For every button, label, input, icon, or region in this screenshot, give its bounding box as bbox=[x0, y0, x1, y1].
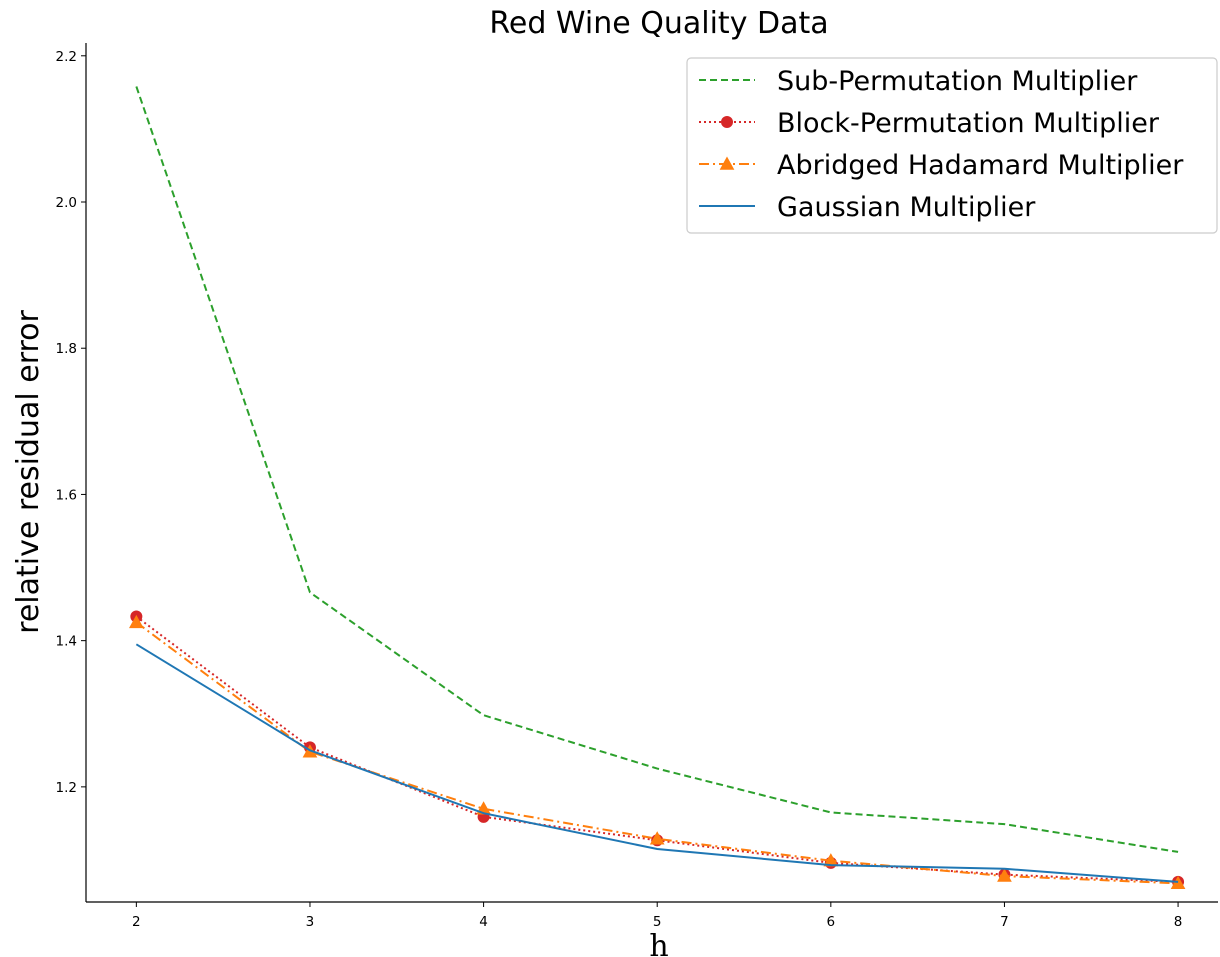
legend-marker bbox=[719, 156, 735, 170]
series-2 bbox=[128, 614, 1186, 890]
y-axis-label: relative residual error bbox=[11, 309, 46, 633]
data-point bbox=[1170, 875, 1186, 890]
legend-item: Block-Permutation Multiplier bbox=[699, 108, 1160, 139]
y-tick-label: 1.2 bbox=[56, 780, 77, 796]
legend-item: Sub-Permutation Multiplier bbox=[699, 66, 1138, 97]
legend-label: Block-Permutation Multiplier bbox=[777, 108, 1160, 139]
y-tick-label: 1.6 bbox=[56, 487, 77, 503]
x-tick-label: 5 bbox=[653, 914, 662, 930]
series-3 bbox=[135, 643, 1179, 883]
series-0 bbox=[135, 86, 1179, 853]
chart-title: Red Wine Quality Data bbox=[489, 6, 828, 41]
x-axis-label: h bbox=[649, 929, 668, 957]
x-tick-label: 7 bbox=[1000, 914, 1009, 930]
legend-item: Gaussian Multiplier bbox=[699, 192, 1036, 223]
data-point bbox=[649, 831, 665, 845]
plot-area: 2 3 4 5 6 7 8 1.2 1.4 1.6 1.8 2.0 2.2 bbox=[56, 43, 1218, 930]
legend-label: Gaussian Multiplier bbox=[777, 192, 1036, 223]
series-line bbox=[135, 86, 1179, 853]
x-tick-label: 3 bbox=[306, 914, 315, 930]
legend: Sub-Permutation Multiplier Block-Permutat… bbox=[686, 57, 1218, 234]
x-tick-label: 6 bbox=[827, 914, 836, 930]
y-tick-label: 2.2 bbox=[56, 49, 77, 65]
legend-label: Abridged Hadamard Multiplier bbox=[777, 150, 1184, 181]
legend-label: Sub-Permutation Multiplier bbox=[777, 66, 1138, 97]
series-1 bbox=[130, 610, 1185, 888]
legend-box bbox=[686, 57, 1218, 234]
y-tick-label: 1.8 bbox=[56, 341, 77, 357]
legend-marker bbox=[721, 116, 733, 128]
series-line bbox=[135, 643, 1179, 883]
x-tick-label: 8 bbox=[1174, 914, 1183, 930]
data-point bbox=[128, 614, 144, 629]
x-tick-label: 2 bbox=[132, 914, 141, 930]
y-tick-label: 2.0 bbox=[56, 195, 77, 211]
x-tick-label: 4 bbox=[479, 914, 488, 930]
data-point bbox=[997, 868, 1012, 882]
legend-item: Abridged Hadamard Multiplier bbox=[699, 150, 1184, 181]
y-tick-label: 1.4 bbox=[56, 634, 77, 650]
